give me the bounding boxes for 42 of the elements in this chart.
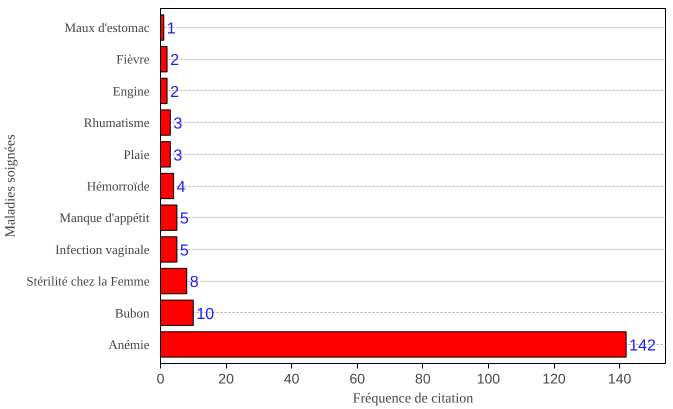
y-tick-label: Anémie [108,336,150,352]
bar [160,78,168,104]
data-label: 10 [196,306,214,323]
bar [160,236,178,263]
x-tick-label: 40 [284,370,300,386]
data-label: 5 [180,242,189,260]
bar [160,109,171,136]
y-tick-label: Stérilité chez la Femme [26,274,150,289]
bar [160,204,178,231]
bar [160,331,627,358]
y-tick-label: Fièvre [116,52,150,67]
bar [160,300,194,326]
y-tick-label: Maux d'estomac [64,20,150,36]
bar [160,268,188,294]
y-axis-title: Maladies soignées [3,134,18,238]
bar [160,46,168,72]
y-tick-label: Manque d'appétit [59,210,150,226]
data-label: 2 [170,84,180,101]
x-axis-title: Fréquence de citation [352,392,474,406]
x-tick-label: 0 [156,370,165,386]
y-tick-label: Rhumatisme [84,115,150,130]
y-tick-label: Bubon [114,305,150,320]
x-tick-label: 80 [415,370,431,386]
data-label: 8 [190,274,199,292]
data-label: 142 [629,337,656,354]
data-label: 5 [180,210,189,228]
data-label: 3 [173,116,182,133]
data-label: 3 [173,147,182,164]
y-tick-label: Infection vaginale [55,242,150,257]
bar [160,172,174,200]
x-tick-label: 120 [542,370,566,386]
y-tick-label: Engine [112,83,150,98]
x-tick-label: 100 [476,370,500,386]
data-label: 2 [170,52,180,70]
bar [160,141,171,168]
x-tick-label: 20 [218,370,234,386]
y-tick-label: Plaie [124,146,150,162]
data-label: 4 [176,179,186,196]
x-tick-label: 140 [608,370,632,386]
data-label: 1 [166,20,176,38]
y-tick-label: Hémorroïde [86,178,150,194]
x-tick-label: 60 [349,370,366,386]
